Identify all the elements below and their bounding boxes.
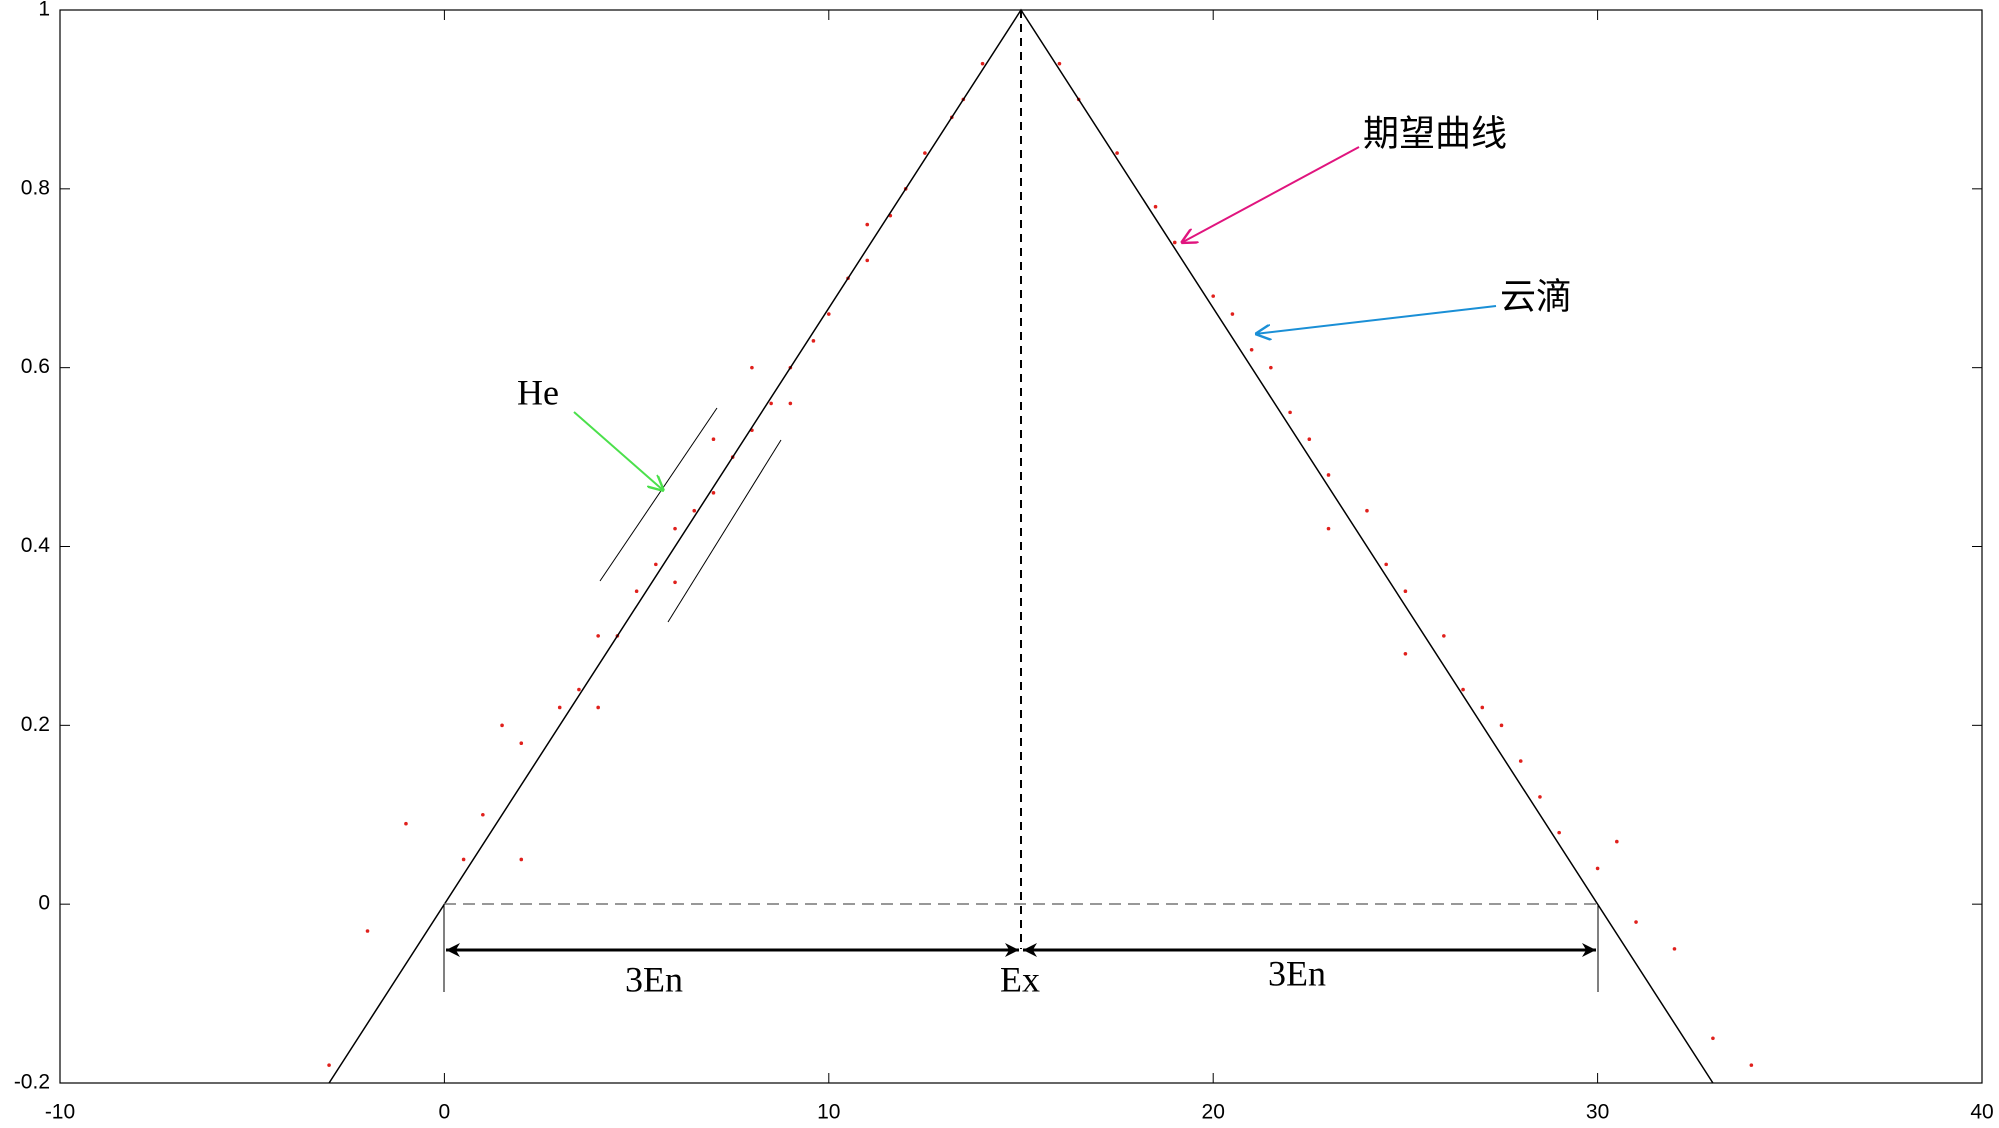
x-tick-label: 10 xyxy=(817,1101,840,1124)
cloud-drop xyxy=(1557,830,1561,835)
cloud-drop xyxy=(1115,151,1119,155)
he-line xyxy=(667,439,782,623)
cloud-drop xyxy=(404,821,408,826)
cloud-drop xyxy=(1403,652,1408,656)
annotation: 3En xyxy=(1268,953,1326,993)
annotation: He xyxy=(517,372,559,412)
cloud-drop xyxy=(1711,1036,1715,1041)
cloud-drop xyxy=(1538,795,1542,799)
y-tick-label: 0.8 xyxy=(21,176,50,199)
cloud-drop xyxy=(1384,562,1388,567)
cloud-drop xyxy=(634,589,639,594)
cloud-drop xyxy=(1595,866,1600,871)
cloud-drop xyxy=(788,401,793,406)
cloud-drop xyxy=(1153,204,1158,209)
cloud-drop xyxy=(365,929,370,933)
cloud-drop xyxy=(711,491,716,495)
x-tick-label: 0 xyxy=(439,1101,451,1124)
he-arrow xyxy=(573,411,664,491)
cloud-drop xyxy=(673,526,677,531)
cloud-drop xyxy=(1230,312,1235,316)
annotation: 云滴 xyxy=(1500,276,1572,316)
cloud-drop xyxy=(461,857,466,862)
cloud-drop xyxy=(1326,526,1331,531)
cloud-drop xyxy=(654,562,658,567)
cloud-drop xyxy=(1403,589,1408,594)
cloud-drop xyxy=(980,61,985,66)
annotation: Ex xyxy=(1000,959,1040,999)
cloud-drop xyxy=(769,401,773,406)
cloud-drop xyxy=(865,222,870,227)
cloud-drop xyxy=(1634,920,1638,924)
annotation: 3En xyxy=(625,959,683,999)
cloud-drop xyxy=(327,1063,331,1067)
cloud-drop xyxy=(1615,839,1619,844)
cloud-drop xyxy=(1172,240,1177,245)
y-tick-label: 1 xyxy=(38,0,50,21)
cloud-drop xyxy=(1499,723,1504,728)
plot xyxy=(327,8,1754,1084)
cloud-drop xyxy=(500,723,504,728)
cloud-drop xyxy=(1365,508,1369,513)
curve-arrow xyxy=(1181,146,1360,243)
annotation: 期望曲线 xyxy=(1363,113,1507,153)
cloud-drop xyxy=(1480,705,1485,710)
cloud-drop xyxy=(827,312,831,316)
cloud-drop xyxy=(519,741,524,746)
cloud-drop xyxy=(1461,687,1465,692)
cloud-drop xyxy=(1307,437,1312,442)
y-tick-label: -0.2 xyxy=(14,1071,50,1094)
cloud-drop xyxy=(1326,473,1331,477)
cloud-drop xyxy=(1269,365,1273,370)
cloud-drop xyxy=(519,857,524,862)
x-tick-label: 30 xyxy=(1586,1101,1609,1124)
cloud-drop xyxy=(1518,759,1523,763)
x-tick-label: 40 xyxy=(1970,1101,1993,1124)
x-tick-label: -10 xyxy=(45,1101,75,1124)
cloud-drop xyxy=(1442,634,1446,638)
cloud-drop xyxy=(923,151,927,155)
he-line xyxy=(599,407,718,582)
cloud-drop xyxy=(750,365,754,370)
x-tick-label: 20 xyxy=(1202,1101,1225,1124)
cloud-drop xyxy=(673,580,677,585)
cloud-drop xyxy=(1749,1063,1754,1067)
drop-arrow xyxy=(1255,305,1497,334)
cloud-drop xyxy=(481,812,485,817)
cloud-drop xyxy=(865,258,870,263)
cloud-drop xyxy=(1672,947,1677,951)
y-tick-label: 0.2 xyxy=(21,713,50,736)
cloud-drop xyxy=(1211,294,1215,298)
cloud-drop xyxy=(1288,410,1292,415)
cloud-drop xyxy=(711,437,716,442)
cloud-drop xyxy=(596,634,600,638)
cloud-drop xyxy=(1249,347,1254,352)
y-tick-label: 0.6 xyxy=(21,355,50,378)
cloud-drop xyxy=(1057,61,1062,66)
cloud-drop xyxy=(811,339,816,343)
cloud-drop xyxy=(596,705,600,710)
y-tick-label: 0.4 xyxy=(21,534,51,557)
cloud-drop xyxy=(557,705,562,710)
cloud-drop xyxy=(692,508,697,513)
y-tick-label: 0 xyxy=(38,892,50,915)
cloud-drop xyxy=(577,687,581,692)
